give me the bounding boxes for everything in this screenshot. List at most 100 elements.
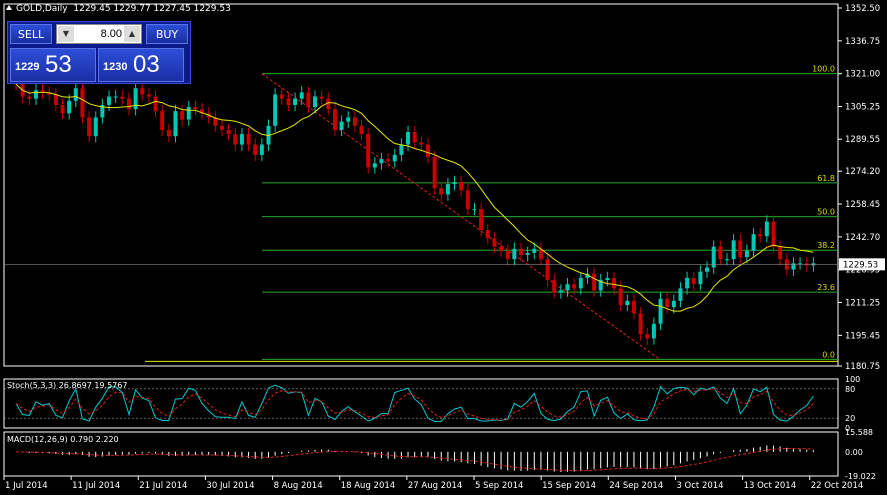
increase-lot-arrow-icon[interactable]: ▲ — [124, 26, 140, 42]
candle-body — [259, 144, 264, 155]
candle-body — [53, 94, 58, 105]
candle-body — [671, 300, 676, 308]
candle-body — [346, 117, 351, 122]
candle-body — [332, 109, 337, 130]
candle-body — [764, 221, 769, 237]
candle-body — [419, 142, 424, 145]
stoch-signal-line — [15, 388, 814, 421]
candle-body — [479, 209, 484, 230]
macd-panel: 15.588 0.00 -19.022 — [15, 428, 876, 481]
stochastic-label: Stoch(5,3,3) 26.8697 19.5767 — [7, 381, 127, 390]
candle-body — [492, 238, 497, 247]
macd-level-label: 0.00 — [845, 448, 863, 457]
fib-trend-line — [261, 73, 661, 360]
candle-body — [107, 96, 112, 105]
candle-body — [612, 277, 617, 289]
candle-body — [173, 111, 178, 137]
candle-body — [153, 96, 158, 112]
time-tick-label: 27 Aug 2014 — [408, 481, 462, 491]
candle-body — [113, 96, 118, 98]
candle-body — [771, 221, 776, 247]
lot-size-stepper[interactable]: ▼ ▲ — [56, 24, 142, 44]
candle-body — [366, 134, 371, 168]
stoch-level-label: 100 — [845, 375, 860, 384]
fibonacci-retracement: 100.0 61.8 50.0 38.2 23.6 0.0 — [145, 65, 838, 362]
decrease-lot-arrow-icon[interactable]: ▼ — [58, 26, 74, 42]
moving-average-line — [15, 83, 814, 312]
time-tick-label: 11 Jul 2014 — [72, 481, 120, 491]
ask-quote-button[interactable]: 1230 03 — [98, 48, 184, 82]
price-tick-label: 1180.75 — [845, 362, 880, 372]
candle-body — [239, 134, 244, 145]
time-tick-label: 1 Jul 2014 — [5, 481, 48, 491]
price-tick-label: 1242.70 — [845, 233, 880, 243]
candle-body — [465, 190, 470, 210]
candle-body — [731, 240, 736, 260]
price-tick-label: 1336.75 — [845, 37, 880, 47]
candle-body — [778, 246, 783, 260]
time-tick-label: 8 Aug 2014 — [274, 481, 323, 491]
candle-body — [372, 163, 377, 168]
candle-body — [618, 288, 623, 306]
time-tick-label: 15 Sep 2014 — [542, 481, 596, 491]
candle-body — [678, 288, 683, 301]
price-tick-label: 1258.45 — [845, 200, 880, 210]
candle-body — [718, 246, 723, 260]
candle-body — [93, 117, 98, 137]
candle-body — [758, 234, 763, 237]
candle-body — [698, 271, 703, 285]
candle-body — [738, 240, 743, 258]
price-tick-label: 1321.00 — [845, 70, 880, 80]
candle-body — [392, 154, 397, 162]
candle-body — [691, 277, 696, 285]
price-tick-label: 1305.25 — [845, 102, 880, 112]
candle-body — [585, 273, 590, 278]
candle-body — [120, 96, 125, 99]
candle-body — [253, 144, 258, 155]
candle-body — [133, 88, 138, 110]
candle-body — [246, 134, 251, 145]
stoch-level-label: 80 — [845, 385, 855, 394]
stoch-level-label: 20 — [845, 414, 855, 423]
candle-body — [306, 92, 311, 108]
sell-button[interactable]: SELL — [10, 24, 52, 44]
time-axis: 1 Jul 2014 11 Jul 2014 21 Jul 2014 30 Jul 2… — [3, 476, 863, 491]
price-tick-label: 1226.95 — [845, 266, 880, 276]
fib-level-label: 23.6 — [817, 283, 835, 292]
indicator-labels: Stoch(5,3,3) 26.8697 19.5767 MACD(12,26,… — [7, 381, 127, 444]
candle-body — [658, 298, 663, 324]
collapse-triangle-icon[interactable] — [6, 5, 12, 10]
candlestick-series — [14, 71, 816, 345]
candle-body — [100, 104, 105, 118]
fib-level-label: 100.0 — [812, 65, 835, 74]
price-tick-label: 1352.50 — [845, 4, 880, 14]
panel-frame-1 — [3, 378, 839, 429]
candle-body — [485, 229, 490, 239]
time-tick-label: 5 Sep 2014 — [475, 481, 523, 491]
candle-body — [445, 184, 450, 195]
candle-body — [379, 159, 384, 164]
candle-body — [552, 280, 557, 293]
buy-button[interactable]: BUY — [146, 24, 188, 44]
candle-body — [352, 117, 357, 126]
candle-body — [27, 96, 32, 99]
candle-body — [512, 248, 517, 260]
candle-body — [631, 300, 636, 314]
candle-body — [213, 117, 218, 126]
candle-body — [286, 98, 291, 105]
candle-body — [339, 121, 344, 130]
candle-body — [532, 248, 537, 253]
bid-quote-button[interactable]: 1229 53 — [10, 48, 96, 82]
candle-body — [452, 182, 457, 185]
candle-body — [605, 277, 610, 281]
candle-body — [326, 98, 331, 110]
time-tick-label: 21 Jul 2014 — [139, 481, 187, 491]
candle-body — [279, 94, 284, 99]
stoch-level-label: 0 — [845, 424, 850, 433]
lot-size-input[interactable] — [76, 26, 122, 42]
fib-level-label: 38.2 — [817, 241, 835, 250]
candle-body — [798, 263, 803, 265]
candle-body — [578, 277, 583, 289]
